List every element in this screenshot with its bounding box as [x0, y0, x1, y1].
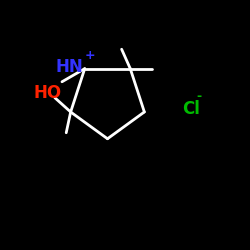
Text: HO: HO	[34, 84, 62, 102]
Text: Cl: Cl	[182, 100, 200, 118]
Text: -: -	[196, 90, 202, 103]
Text: HN: HN	[56, 58, 84, 76]
Text: +: +	[85, 49, 95, 62]
